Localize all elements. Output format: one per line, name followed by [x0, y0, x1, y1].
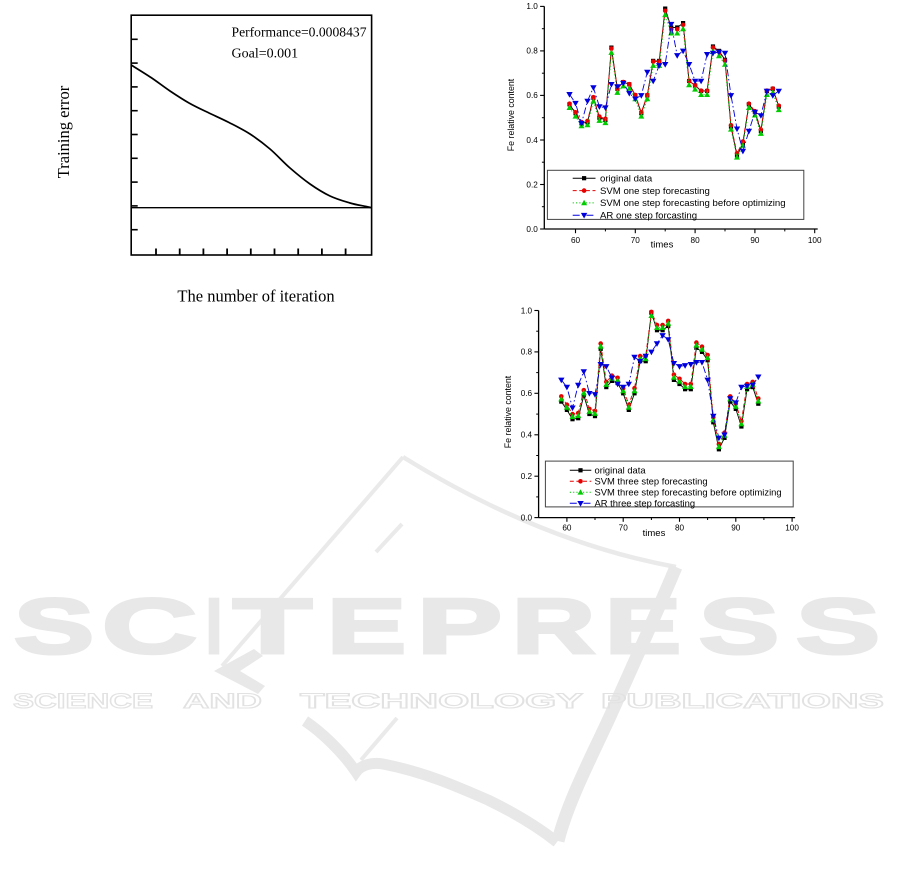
- svg-text:I: I: [206, 582, 222, 670]
- svg-text:SCIENCE: SCIENCE: [13, 690, 153, 713]
- svg-text:60: 60: [562, 524, 572, 533]
- svg-text:C: C: [102, 582, 197, 670]
- svg-text:AND: AND: [183, 690, 262, 713]
- svg-text:SVM one step forecasting: SVM one step forecasting: [600, 186, 710, 197]
- svg-text:80: 80: [691, 236, 701, 245]
- svg-text:0.0: 0.0: [521, 513, 533, 522]
- svg-text:90: 90: [750, 236, 760, 245]
- svg-text:90: 90: [731, 524, 741, 533]
- svg-text:SVM three step forecasting bef: SVM three step forecasting before optimi…: [595, 487, 782, 498]
- svg-text:S: S: [796, 582, 880, 670]
- svg-text:original data: original data: [600, 174, 653, 185]
- svg-text:0.2: 0.2: [526, 180, 538, 189]
- svg-text:AR three step forcasting: AR three step forcasting: [595, 498, 696, 509]
- svg-text:60: 60: [571, 236, 581, 245]
- svg-text:1.0: 1.0: [521, 306, 533, 315]
- svg-text:times: times: [651, 240, 674, 251]
- svg-text:PUBLICATIONS: PUBLICATIONS: [601, 690, 884, 713]
- svg-text:R: R: [512, 582, 595, 670]
- svg-text:100: 100: [785, 524, 799, 533]
- svg-text:original data: original data: [595, 465, 647, 476]
- svg-text:Goal=0.001: Goal=0.001: [232, 46, 299, 61]
- svg-text:SVM three step forecasting: SVM three step forecasting: [595, 476, 708, 487]
- svg-text:AR one step forcasting: AR one step forcasting: [600, 211, 697, 222]
- svg-text:SVM one step forecasting befor: SVM one step forecasting before optimizi…: [600, 198, 786, 209]
- svg-text:80: 80: [675, 524, 685, 533]
- svg-text:S: S: [699, 582, 779, 670]
- svg-text:100: 100: [808, 236, 822, 245]
- svg-text:E: E: [327, 582, 406, 670]
- svg-text:70: 70: [619, 524, 629, 533]
- svg-text:70: 70: [631, 236, 641, 245]
- svg-text:E: E: [605, 582, 681, 670]
- svg-text:Fe relative content: Fe relative content: [503, 375, 513, 448]
- svg-text:S: S: [14, 582, 94, 670]
- svg-text:0.2: 0.2: [521, 472, 533, 481]
- svg-text:P: P: [417, 582, 502, 670]
- svg-text:1.0: 1.0: [526, 2, 538, 11]
- svg-text:0.4: 0.4: [521, 431, 533, 440]
- svg-text:Performance=0.0008437: Performance=0.0008437: [232, 26, 367, 41]
- svg-text:0.8: 0.8: [526, 47, 538, 56]
- svg-text:TECHNOLOGY: TECHNOLOGY: [300, 690, 583, 713]
- svg-text:Training error: Training error: [54, 85, 73, 178]
- svg-text:Fe relative content: Fe relative content: [506, 78, 516, 151]
- svg-text:0.8: 0.8: [521, 348, 533, 357]
- svg-text:The number of iteration: The number of iteration: [177, 287, 334, 306]
- svg-text:0.0: 0.0: [526, 225, 538, 234]
- svg-text:0.4: 0.4: [526, 136, 538, 145]
- svg-text:0.6: 0.6: [521, 389, 533, 398]
- svg-text:times: times: [643, 528, 666, 539]
- svg-text:0.6: 0.6: [526, 91, 538, 100]
- svg-text:T: T: [233, 582, 312, 670]
